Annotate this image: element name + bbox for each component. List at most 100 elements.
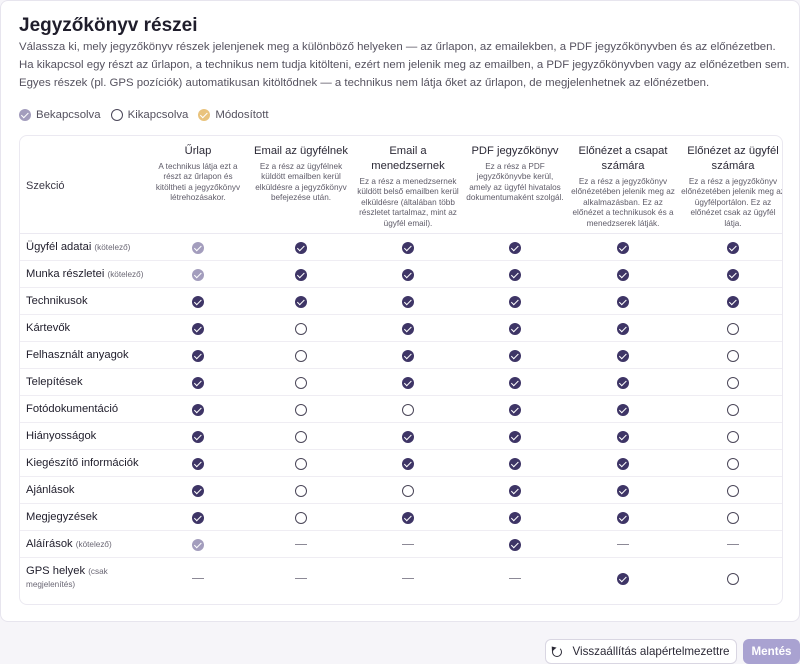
check-circle-icon [617,511,629,524]
row-label: Technikusok [26,295,88,308]
toggle-cell[interactable] [725,234,741,261]
toggle-cell[interactable] [190,342,206,369]
toggle-cell[interactable] [725,342,741,369]
toggle-cell[interactable] [725,450,741,477]
toggle-cell[interactable] [725,558,741,599]
toggle-cell[interactable] [400,288,416,315]
toggle-cell[interactable] [507,477,523,504]
display-only-note: (csak megjelenítés) [26,567,108,589]
table-row: Hiányosságok [20,423,782,450]
toggle-cell[interactable] [507,234,523,261]
toggle-cell[interactable] [293,369,309,396]
toggle-cell[interactable] [400,477,416,504]
toggle-cell[interactable] [293,477,309,504]
toggle-cell[interactable] [293,288,309,315]
check-circle-icon [509,457,521,470]
reset-defaults-button[interactable]: Visszaállítás alapértelmezettre [545,639,737,664]
empty-circle-icon [295,322,307,335]
toggle-cell[interactable] [400,423,416,450]
toggle-cell[interactable] [400,315,416,342]
toggle-cell[interactable] [507,261,523,288]
toggle-cell[interactable] [615,342,631,369]
check-circle-icon [617,572,629,585]
toggle-cell[interactable] [293,450,309,477]
toggle-cell[interactable] [615,504,631,531]
toggle-cell[interactable] [190,369,206,396]
toggle-cell[interactable] [293,504,309,531]
toggle-cell[interactable] [615,450,631,477]
toggle-cell[interactable] [400,450,416,477]
toggle-cell[interactable] [725,477,741,504]
dash-icon [617,544,629,545]
row-label: Fotódokumentáció [26,403,118,416]
toggle-cell[interactable] [190,315,206,342]
toggle-cell[interactable] [190,288,206,315]
table-row: Technikusok [20,288,782,315]
toggle-cell[interactable] [725,423,741,450]
row-label-text: GPS helyek [26,565,86,577]
empty-circle-icon [402,403,414,416]
check-circle-icon [509,268,521,281]
legend-on-label: Bekapcsolva [36,109,101,121]
toggle-cell[interactable] [400,369,416,396]
toggle-cell[interactable] [400,396,416,423]
toggle-cell[interactable] [293,315,309,342]
toggle-cell[interactable] [615,288,631,315]
column-title: PDF jegyzőkönyv [471,145,559,157]
toggle-cell[interactable] [725,396,741,423]
empty-circle-icon [727,430,739,443]
table-row: Megjegyzések [20,504,782,531]
toggle-cell [190,234,206,261]
toggle-cell[interactable] [293,234,309,261]
empty-circle-icon [110,109,123,121]
toggle-cell[interactable] [293,423,309,450]
legend-off-label: Kikapcsolva [127,109,189,121]
toggle-cell[interactable] [507,396,523,423]
toggle-cell[interactable] [190,504,206,531]
save-button[interactable]: Mentés [743,639,800,664]
toggle-cell[interactable] [190,450,206,477]
toggle-cell[interactable] [400,234,416,261]
toggle-cell[interactable] [293,261,309,288]
dash-icon [295,578,307,579]
toggle-cell[interactable] [293,396,309,423]
toggle-cell[interactable] [190,396,206,423]
toggle-cell[interactable] [615,234,631,261]
toggle-cell[interactable] [190,423,206,450]
toggle-cell[interactable] [507,288,523,315]
toggle-cell[interactable] [507,423,523,450]
toggle-cell[interactable] [615,315,631,342]
toggle-cell[interactable] [507,369,523,396]
toggle-cell[interactable] [507,504,523,531]
toggle-cell[interactable] [400,504,416,531]
check-circle-icon [509,484,521,497]
toggle-cell[interactable] [507,531,523,558]
toggle-cell[interactable] [400,342,416,369]
toggle-cell[interactable] [725,504,741,531]
toggle-cell[interactable] [725,369,741,396]
toggle-cell[interactable] [507,315,523,342]
toggle-cell[interactable] [615,369,631,396]
row-label-text: Megjegyzések [26,511,98,523]
toggle-cell[interactable] [507,450,523,477]
toggle-cell[interactable] [725,288,741,315]
toggle-cell[interactable] [615,558,631,599]
row-label-text: Aláírások [26,538,73,550]
toggle-cell[interactable] [615,477,631,504]
sections-table: Szekció Űrlap A technikus látja ezt a rés… [19,135,783,605]
check-circle-icon [402,349,414,362]
toggle-cell[interactable] [615,396,631,423]
check-circle-icon [509,349,521,362]
row-label: Megjegyzések [26,511,98,524]
toggle-cell[interactable] [615,261,631,288]
empty-circle-icon [727,376,739,389]
toggle-cell[interactable] [293,342,309,369]
toggle-cell[interactable] [725,315,741,342]
toggle-cell[interactable] [615,423,631,450]
description-line-1: Válassza ki, mely jegyzőkönyv részek jel… [19,41,776,53]
toggle-cell[interactable] [725,261,741,288]
toggle-cell[interactable] [190,477,206,504]
empty-circle-icon [295,457,307,470]
toggle-cell[interactable] [400,261,416,288]
toggle-cell[interactable] [507,342,523,369]
